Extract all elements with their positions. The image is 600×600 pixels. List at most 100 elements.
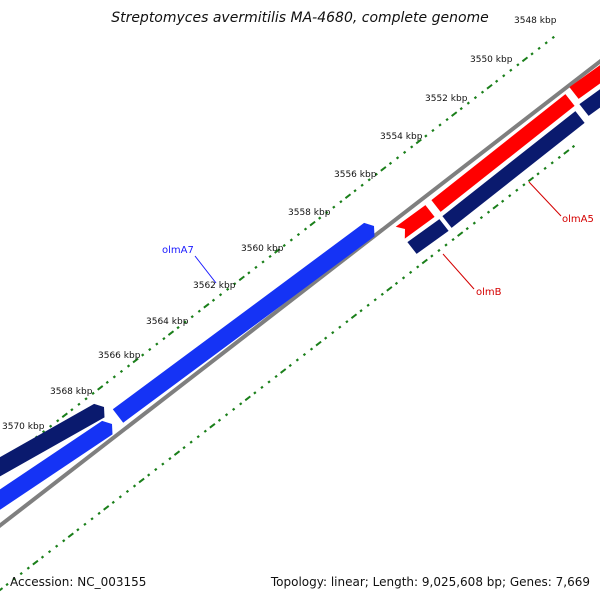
gene-arrow[interactable] [579,78,600,116]
ruler-tick [430,254,434,258]
ruler-tick [112,375,116,379]
ruler-tick [410,145,414,149]
ruler-tick [315,340,322,347]
ruler-tick [527,176,535,183]
ruler-tick [183,320,187,324]
ruler-tick [380,166,387,172]
ruler-tick [302,352,307,357]
ruler-tick [543,166,547,170]
gene-arrow-olmB-red[interactable] [395,205,435,239]
ruler-label: 3570 kbp [2,422,45,432]
ruler-tick [70,408,74,412]
ruler-tick [97,385,104,391]
ruler-tick [126,364,131,368]
ruler-tick [261,260,265,264]
ruler-tick [189,440,193,444]
ruler-tick [125,489,130,494]
gene-arrow-olmB[interactable] [407,219,449,254]
ruler-tick [132,484,137,488]
ruler-tick [431,128,435,133]
ruler-labels: 3548 kbp 3550 kbp 3552 kbp 3554 kbp 3556 kbp… [2,16,557,432]
ruler-tick [55,544,59,548]
ruler-tick [451,237,455,242]
ruler-tick [162,336,166,341]
ruler-tick [239,402,243,406]
ruler-tick [105,380,109,384]
ruler-tick [274,374,278,379]
ruler-tick [516,63,520,67]
ruler-tick [26,566,30,570]
tick-marks [0,35,576,592]
ruler-tick [536,172,540,176]
gene-arrow[interactable] [0,403,105,485]
ruler-tick [182,446,186,450]
ruler-tick [557,155,561,160]
ruler-tick [344,193,352,199]
ruler-tick [176,326,180,330]
ruler-tick [91,391,95,395]
ruler-tick [232,407,236,411]
ruler-tick [226,287,230,291]
ruler-tick [155,342,159,346]
ruler-label: 3552 kbp [425,94,468,104]
ruler-tick [437,248,441,253]
ruler-tick [509,68,513,72]
ruler-tick [380,292,384,296]
ruler-tick [296,232,301,237]
ruler-tick [32,559,39,566]
ruler-tick [203,429,207,433]
ruler-tick [161,462,165,466]
ruler-tick [49,424,53,428]
ruler-tick [360,183,364,187]
ruler-tick [551,35,555,40]
ruler-tick [254,265,258,270]
gene-leader-line [528,181,562,217]
ruler-tick [244,395,251,402]
ruler-tick [571,144,576,149]
ruler-tick [318,216,322,220]
ruler-tick [203,302,210,309]
ruler-label: 3556 kbp [334,170,377,180]
ruler-tick [473,96,478,100]
gene-arrow-red[interactable] [569,54,600,99]
gene-features[interactable] [0,54,600,520]
ruler-tick [457,231,464,237]
gene-arrow-olmA5[interactable] [431,94,575,212]
ruler-label: 3568 kbp [50,387,93,397]
ruler-tick [486,83,493,90]
ruler-tick [472,221,476,225]
gene-labels: olmA7 olmB olmA5 [162,181,594,298]
ruler-tick [486,210,491,214]
gene-arrow[interactable] [0,420,113,520]
ruler-tick [550,161,554,165]
ruler-tick [367,178,371,182]
ruler-tick [459,107,463,111]
ruler-tick [280,368,287,374]
ruler-tick [12,577,16,581]
ruler-tick [401,276,406,280]
gene-label-olmA7: olmA7 [162,245,194,256]
ruler-tick [282,243,286,248]
ruler-tick [424,134,428,138]
ruler-tick [274,248,281,254]
gene-leader-line [442,253,475,290]
ruler-tick [492,203,499,210]
ruler-tick [148,347,152,352]
gene-arrow[interactable] [442,111,585,228]
ruler-tick [56,419,60,423]
gene-arrow-olmA7[interactable] [112,222,375,423]
ruler-tick [408,270,413,275]
ruler-tick [395,156,400,160]
ruler-tick [84,397,88,401]
ruler-tick [309,347,314,351]
gene-label-olmA5: olmA5 [562,214,594,225]
ruler-tick [41,430,46,434]
ruler-tick [119,369,124,374]
ruler-tick [111,500,115,504]
ruler-tick [217,418,222,422]
ruler-tick [325,211,329,215]
ruler-tick [295,358,299,362]
ruler-tick [5,582,9,587]
ruler-tick [62,539,66,543]
